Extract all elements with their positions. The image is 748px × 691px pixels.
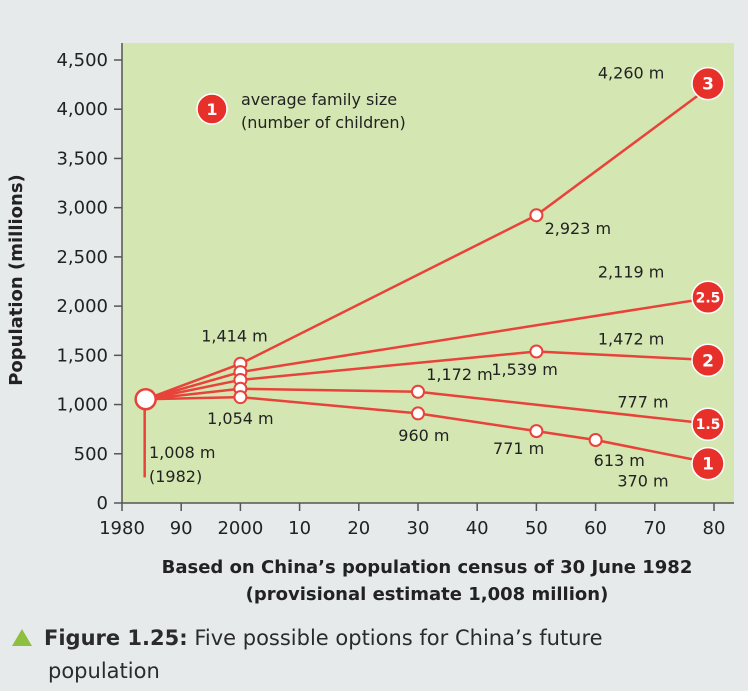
legend-badge-label: 1 — [206, 100, 217, 119]
value-annotation: 1,172 m — [426, 365, 492, 384]
y-tick-label: 1,000 — [56, 395, 108, 416]
y-tick-label: 3,000 — [56, 198, 108, 219]
y-tick-label: 4,500 — [56, 50, 108, 71]
x-tick-label: 80 — [703, 518, 726, 539]
start-value-label: 1,008 m — [149, 443, 215, 462]
badge-1: 1 — [691, 446, 725, 481]
plot-area — [122, 43, 734, 503]
badge-label: 2.5 — [696, 290, 721, 306]
badge-label: 1.5 — [696, 417, 721, 433]
x-axis-caption-line1: Based on China’s population census of 30… — [162, 557, 693, 578]
figure-label: Figure 1.25: — [44, 626, 188, 650]
series-line-1-5 — [145, 387, 715, 426]
x-tick-label: 60 — [584, 518, 607, 539]
value-annotation: 2,119 m — [598, 263, 664, 282]
legend-line2: (number of children) — [241, 113, 406, 132]
y-axis-label: Population (millions) — [6, 174, 27, 386]
data-point — [411, 384, 425, 399]
series-line-2 — [145, 350, 715, 401]
badge-2-5: 2.5 — [691, 280, 725, 315]
data-point — [233, 390, 248, 405]
badge-circle — [691, 343, 725, 378]
badge-3: 3 — [691, 66, 725, 101]
badge-circle — [691, 407, 725, 441]
value-annotation: 1,539 m — [491, 360, 557, 379]
badge-circle — [691, 280, 725, 315]
value-annotation: 771 m — [493, 439, 544, 458]
y-tick-label: 0 — [97, 493, 108, 514]
value-annotation: 370 m — [617, 471, 668, 490]
badge-circle — [691, 66, 725, 101]
x-axis-caption-line2: (provisional estimate 1,008 million) — [246, 584, 609, 605]
x-tick-label: 30 — [407, 518, 430, 539]
triangle-icon — [12, 629, 32, 646]
data-point — [588, 432, 603, 447]
data-point — [529, 208, 544, 223]
x-tick-label: 70 — [643, 518, 666, 539]
x-tick-label: 20 — [347, 518, 370, 539]
badge-label: 2 — [702, 351, 714, 371]
value-annotation: 960 m — [398, 426, 449, 445]
data-point — [411, 406, 425, 421]
series-line-3 — [145, 82, 715, 401]
badge-2: 2 — [691, 343, 725, 378]
x-tick-label: 1980 — [99, 518, 145, 539]
series-line-1 — [145, 395, 715, 465]
x-tick-label: 2000 — [217, 518, 263, 539]
figure-caption-text: Five possible options for China’s future — [187, 626, 603, 650]
y-tick-label: 2,000 — [56, 296, 108, 317]
start-point-marker — [134, 387, 157, 411]
x-tick-label: 90 — [170, 518, 193, 539]
data-point — [529, 424, 544, 439]
y-tick-label: 4,000 — [56, 99, 108, 120]
badge-label: 1 — [702, 455, 714, 475]
y-tick-label: 500 — [74, 444, 108, 465]
x-tick-label: 10 — [288, 518, 311, 539]
y-tick-label: 1,500 — [56, 345, 108, 366]
value-annotation: 1,472 m — [598, 330, 664, 349]
population-chart: 0 500 1,000 1,500 2,000 2,500 3,000 3,500 4,000 4… — [6, 43, 734, 605]
badge-label: 3 — [702, 75, 714, 95]
x-tick-label: 40 — [466, 518, 489, 539]
badge-1-5: 1.5 — [691, 407, 725, 441]
legend-badge — [196, 93, 228, 125]
figure-caption: Figure 1.25: Five possible options for C… — [12, 622, 712, 688]
y-tick-label: 3,500 — [56, 148, 108, 169]
value-annotation: 1,054 m — [207, 409, 273, 428]
value-annotation: 777 m — [617, 393, 668, 412]
x-tick-label: 50 — [525, 518, 548, 539]
value-annotation: 4,260 m — [598, 64, 664, 83]
value-annotation: 2,923 m — [545, 219, 611, 238]
figure-caption-continuation: population — [48, 659, 160, 683]
data-point — [529, 344, 544, 359]
start-year-label: (1982) — [149, 467, 202, 486]
y-tick-label: 2,500 — [56, 247, 108, 268]
badge-circle — [691, 446, 725, 481]
value-annotation: 613 m — [594, 451, 645, 470]
value-annotation: 1,414 m — [201, 327, 267, 346]
legend-line1: average family size — [241, 90, 397, 109]
